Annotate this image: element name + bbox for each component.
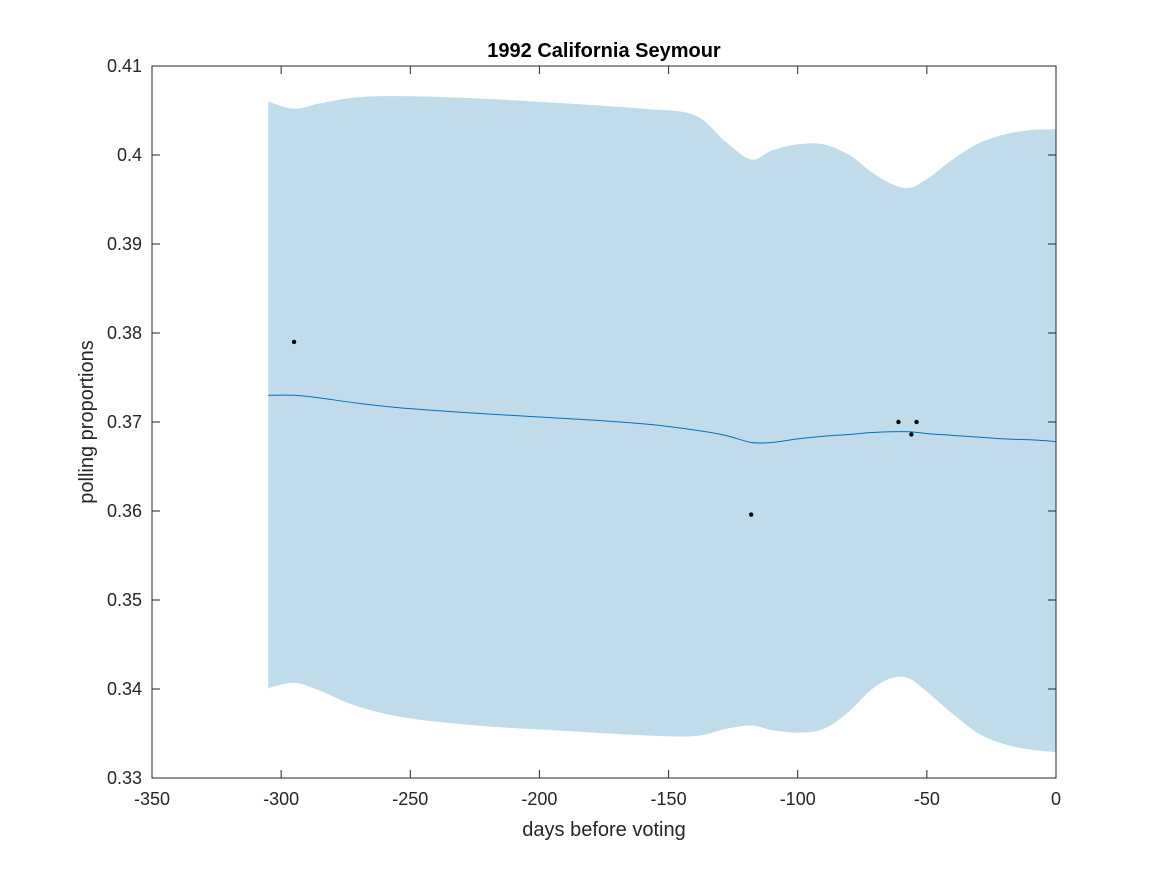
confidence-band	[268, 96, 1057, 753]
y-axis-label: polling proportions	[76, 340, 98, 503]
x-tick-label: -50	[914, 789, 940, 809]
y-tick-label: 0.4	[117, 145, 142, 165]
axes: -350 -300 -250 -200 -150 -100 -50 0 0.33 0.34 0.35…	[107, 56, 1061, 809]
y-tick-label: 0.36	[107, 501, 142, 521]
mean-line	[268, 394, 1057, 444]
poll-point	[291, 339, 297, 345]
chart-title: 1992 California Seymour	[487, 40, 721, 62]
x-tick-label: -100	[780, 789, 816, 809]
y-tick-label: 0.37	[107, 412, 142, 432]
y-tick-label: 0.39	[107, 234, 142, 254]
x-tick-label: -200	[521, 789, 557, 809]
y-tick-label: 0.38	[107, 323, 142, 343]
y-tick-label: 0.41	[107, 56, 142, 76]
x-axis-label: days before voting	[522, 819, 685, 841]
x-tick-label: -300	[263, 789, 299, 809]
poll-point	[749, 512, 754, 517]
x-tick-label: 0	[1051, 789, 1061, 809]
poll-point	[909, 432, 914, 437]
y-tick-label: 0.33	[107, 768, 142, 788]
x-tick-label: -150	[651, 789, 687, 809]
y-tick-label: 0.34	[107, 679, 142, 699]
x-tick-label: -250	[392, 789, 428, 809]
x-tick-label: -350	[134, 789, 170, 809]
poll-point	[914, 419, 919, 425]
y-tick-label: 0.35	[107, 590, 142, 610]
poll-point	[896, 419, 901, 425]
plot-area	[268, 96, 1057, 753]
